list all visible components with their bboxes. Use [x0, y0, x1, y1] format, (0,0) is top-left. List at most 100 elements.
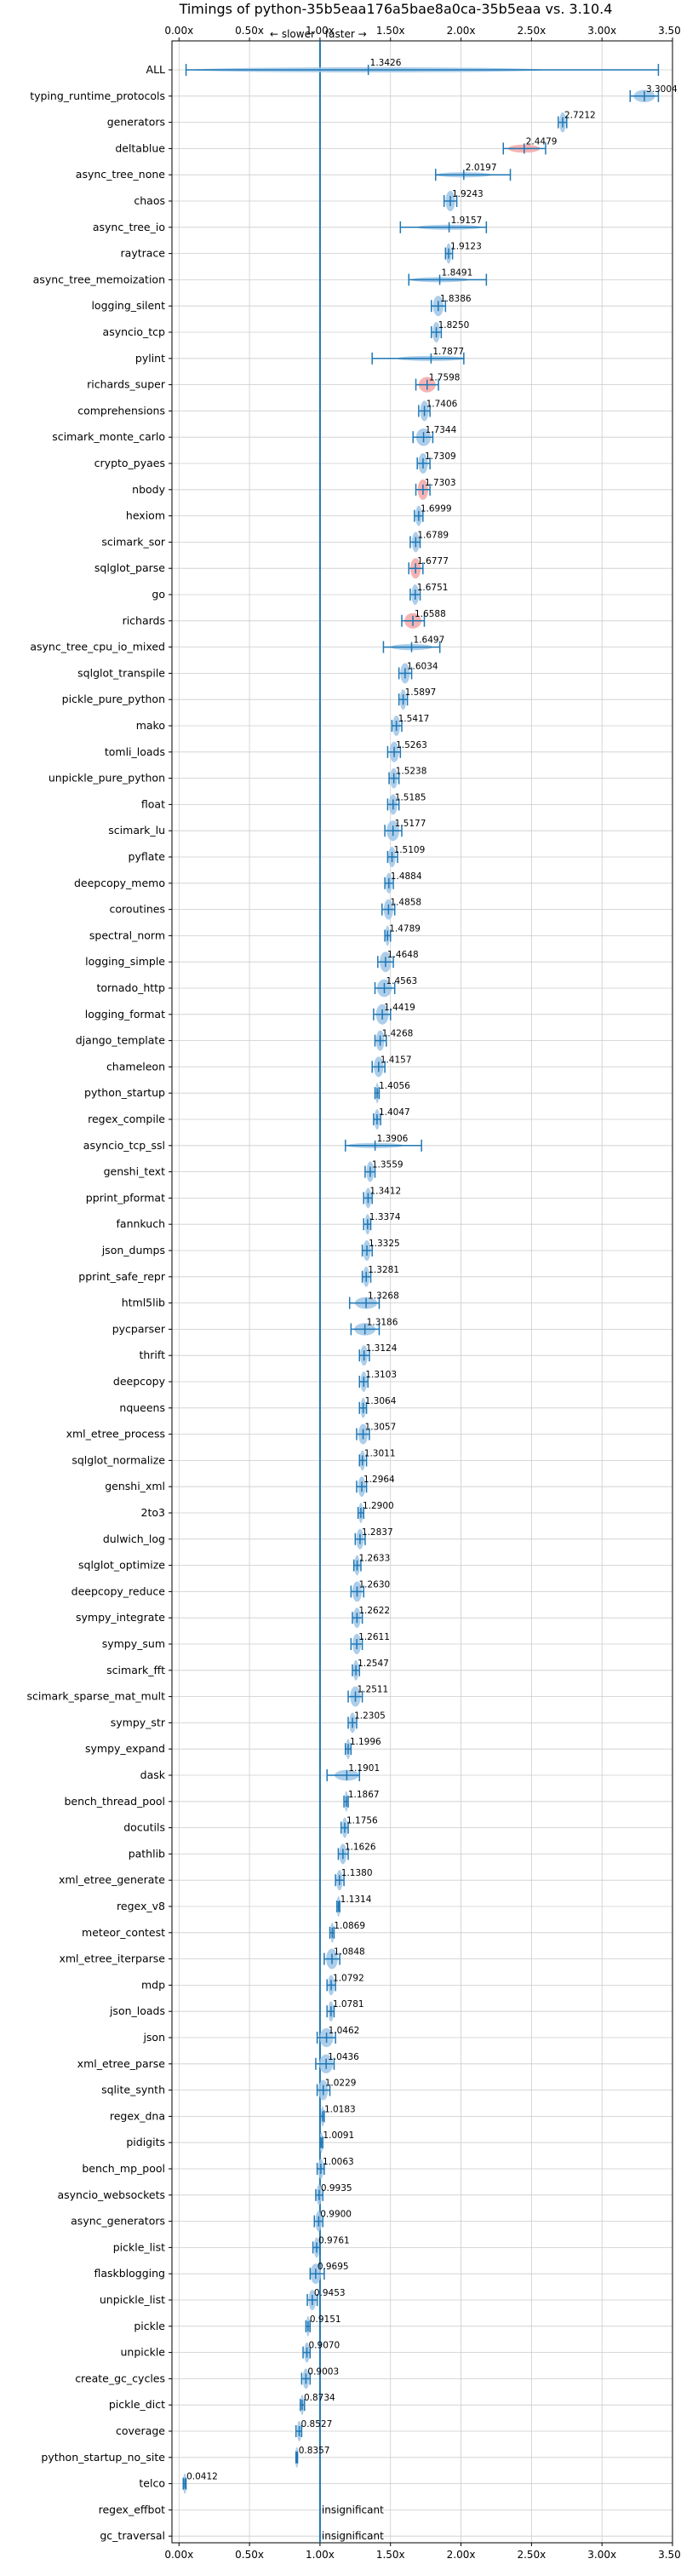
benchmark-name-label: deepcopy_memo: [74, 877, 165, 889]
benchmark-name-label: flaskblogging: [94, 2267, 165, 2280]
benchmark-name-label: async_tree_cpu_io_mixed: [30, 641, 165, 653]
benchmark-name-label: python_startup_no_site: [41, 2451, 165, 2464]
benchmark-name-label: coroutines: [110, 903, 165, 916]
x-tick-label-bottom: 2.00x: [447, 2549, 476, 2561]
value-label: 1.7344: [426, 425, 457, 435]
x-tick-label-bottom: 0.00x: [164, 2549, 193, 2561]
value-label: 1.7309: [425, 451, 456, 462]
benchmark-name-label: regex_compile: [88, 1113, 165, 1125]
benchmark-name-label: json_loads: [109, 2004, 165, 2017]
benchmark-name-label: spectral_norm: [89, 929, 165, 941]
value-label: 1.7406: [426, 399, 458, 409]
benchmark-name-label: mako: [136, 719, 165, 732]
value-label: 1.3103: [365, 1370, 397, 1380]
value-label: 1.8386: [440, 294, 472, 304]
benchmark-name-label: docutils: [123, 1821, 165, 1834]
plot-frame: [171, 40, 673, 2544]
value-label: 2.7212: [564, 111, 596, 121]
benchmark-name-label: asyncio_tcp: [103, 325, 166, 338]
value-label: 1.4858: [390, 898, 421, 908]
benchmark-name-label: sympy_integrate: [76, 1611, 165, 1624]
benchmark-name-label: asyncio_websockets: [57, 2188, 165, 2201]
benchmark-name-label: unpickle: [120, 2346, 165, 2359]
value-label: 1.6777: [417, 556, 449, 566]
benchmark-name-label: regex_effbot: [99, 2503, 165, 2516]
benchmark-name-label: thrift: [139, 1348, 165, 1361]
benchmark-name-label: pickle_pure_python: [62, 693, 165, 705]
chart-title: Timings of python-35b5eaa176a5bae8a0ca-3…: [179, 1, 613, 17]
value-label: 1.6034: [407, 661, 438, 671]
x-tick-label-top: 3.50x: [658, 25, 681, 37]
value-label: 1.2305: [354, 1711, 386, 1721]
value-label: 1.2511: [358, 1685, 389, 1695]
value-label: 1.1867: [348, 1790, 380, 1800]
value-label: 0.9900: [320, 2210, 352, 2220]
benchmark-name-label: scimark_sor: [101, 535, 165, 548]
value-label: 1.2964: [363, 1475, 395, 1485]
value-label: 1.8250: [438, 320, 470, 331]
value-label: 0.9003: [307, 2366, 339, 2377]
value-label: 1.9123: [450, 242, 482, 252]
benchmark-name-label: pprint_pformat: [86, 1191, 165, 1204]
x-tick-label-bottom: 1.50x: [376, 2549, 405, 2561]
value-label: 1.7303: [425, 478, 456, 488]
benchmark-name-label: create_gc_cycles: [75, 2372, 165, 2384]
benchmark-name-label: logging_silent: [91, 299, 165, 312]
benchmark-name-label: pprint_safe_repr: [78, 1270, 166, 1283]
benchmark-name-label: pycparser: [112, 1322, 166, 1335]
value-label: 0.8734: [304, 2393, 335, 2403]
value-label: 0.8357: [299, 2446, 330, 2456]
benchmark-name-label: pathlib: [129, 1847, 165, 1860]
value-label: 1.3064: [365, 1396, 397, 1406]
benchmark-name-label: logging_format: [85, 1008, 165, 1021]
benchmark-name-label: sqlglot_normalize: [72, 1453, 165, 1466]
benchmark-name-label: fannkuch: [117, 1217, 165, 1230]
x-tick-label-top: 1.00x: [306, 25, 335, 37]
value-label: 0.9935: [321, 2183, 352, 2194]
benchmark-name-label: json: [142, 2031, 165, 2044]
benchmark-name-label: scimark_lu: [108, 824, 165, 837]
value-label: 1.8491: [442, 267, 473, 278]
value-label: 1.0792: [333, 1973, 364, 1983]
value-label: 2.4479: [526, 136, 558, 147]
benchmark-name-label: async_tree_none: [76, 168, 166, 181]
value-label: 1.5263: [396, 740, 427, 750]
value-label: 1.2622: [358, 1606, 390, 1616]
value-label: 0.9695: [318, 2262, 349, 2272]
value-label: 1.5238: [396, 767, 427, 777]
value-label: 1.0063: [323, 2157, 354, 2167]
benchmark-name-label: chameleon: [106, 1060, 165, 1072]
value-label: 1.1626: [345, 1842, 376, 1852]
benchmark-name-label: bench_mp_pool: [82, 2162, 165, 2175]
value-label: 1.3559: [372, 1160, 403, 1170]
value-label: 1.4268: [382, 1029, 414, 1039]
value-label: 1.0848: [334, 1947, 365, 1958]
benchmark-name-label: meteor_contest: [82, 1926, 165, 1939]
value-label: 1.4563: [386, 976, 417, 986]
value-label: 1.3374: [369, 1212, 401, 1222]
value-label: 1.3325: [369, 1239, 400, 1249]
value-label: 1.6588: [415, 609, 446, 619]
benchmark-name-label: richards: [123, 614, 165, 627]
value-label: 1.2611: [358, 1632, 390, 1642]
x-tick-label-top: 2.00x: [447, 25, 476, 37]
label-layer: 0.00x 0.00x 0.50x 0.50x 1.00x 1.00x 1.50x 1.50x…: [27, 25, 681, 2561]
benchmark-name-label: typing_runtime_protocols: [30, 89, 165, 102]
insignificant-label: insignificant: [322, 2530, 384, 2542]
benchmark-name-label: html5lib: [122, 1297, 165, 1309]
benchmark-name-label: sqlglot_parse: [94, 561, 165, 574]
benchmark-name-label: xml_etree_process: [66, 1428, 165, 1440]
value-label: 1.1380: [341, 1868, 373, 1878]
benchmark-name-label: scimark_monte_carlo: [52, 430, 165, 443]
value-label: 1.6751: [417, 583, 449, 593]
value-label: 1.3011: [364, 1448, 396, 1458]
benchmark-name-label: coverage: [116, 2424, 165, 2437]
faster-direction-label: faster →: [325, 28, 367, 40]
benchmark-name-label: 2to3: [141, 1506, 165, 1519]
value-label: 1.5417: [398, 714, 430, 724]
benchmark-name-label: regex_v8: [117, 1900, 165, 1912]
value-label: 1.2837: [362, 1527, 393, 1538]
value-label: 1.2633: [359, 1554, 391, 1564]
benchmark-name-label: float: [141, 797, 165, 810]
benchmark-name-label: unpickle_list: [100, 2293, 165, 2306]
